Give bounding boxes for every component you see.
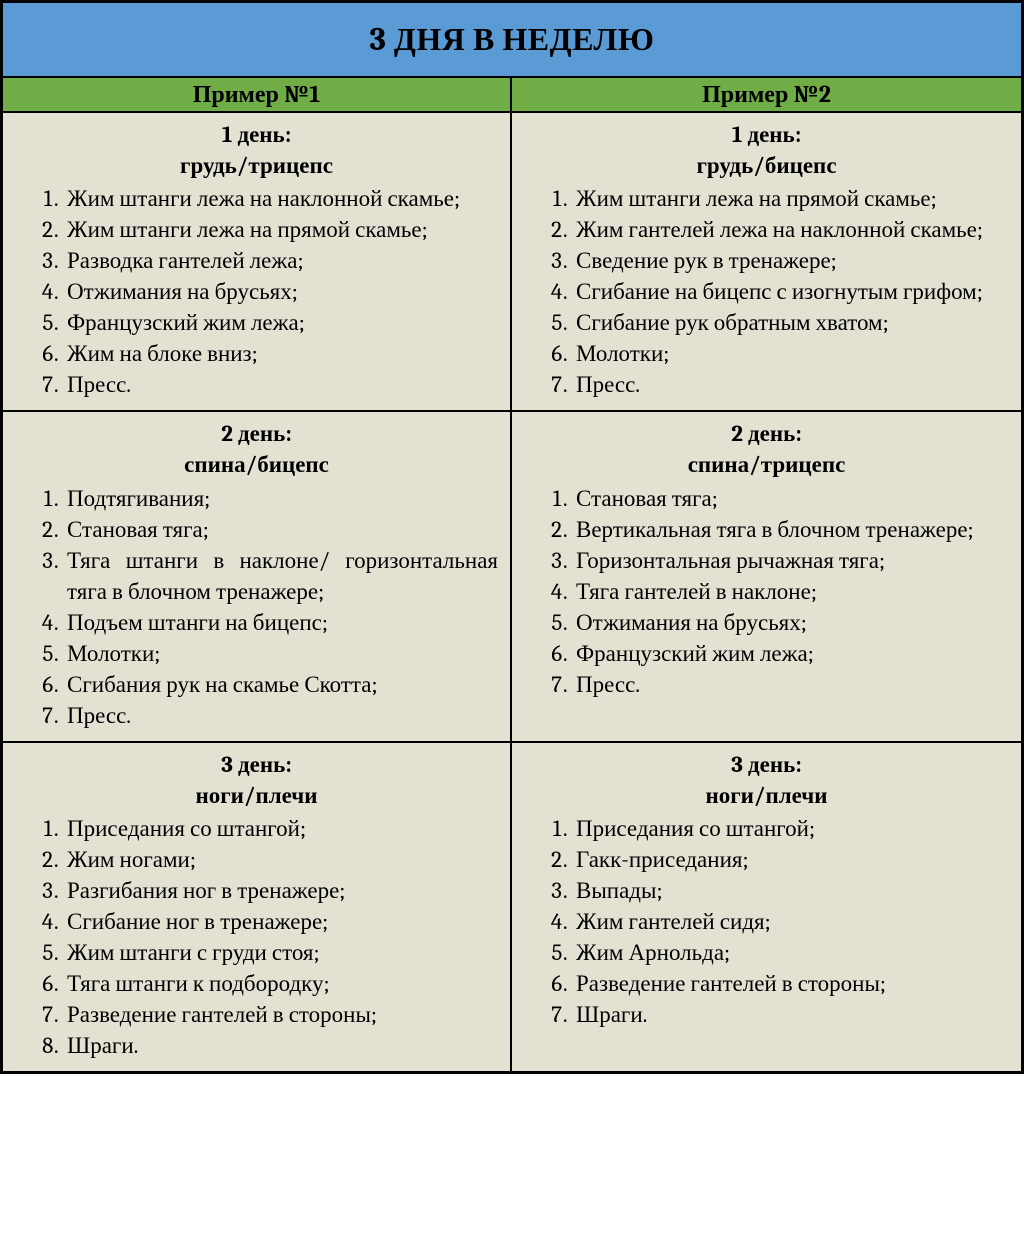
exercise-list: Становая тяга;Вертикальная тяга в блочно… xyxy=(524,483,1009,700)
day-subtitle: ноги/плечи xyxy=(524,780,1009,811)
day-subtitle: грудь/бицепс xyxy=(524,150,1009,181)
column-header-1: Пример №1 xyxy=(3,78,512,111)
list-item: Горизонтальная рычажная тяга; xyxy=(572,545,1009,576)
list-item: Отжимания на брусьях; xyxy=(572,607,1009,638)
list-item: Сгибание ног в тренажере; xyxy=(63,906,498,937)
table-row: 3 день:ноги/плечиПриседания со штангой;Ж… xyxy=(3,743,1021,1071)
title-bar: 3 ДНЯ В НЕДЕЛЮ xyxy=(3,3,1021,78)
list-item: Молотки; xyxy=(572,338,1009,369)
day-title: 2 день: xyxy=(15,418,498,449)
list-item: Сведение рук в тренажере; xyxy=(572,245,1009,276)
day-heading: 3 день:ноги/плечи xyxy=(15,749,498,811)
day-subtitle: ноги/плечи xyxy=(15,780,498,811)
list-item: Подтягивания; xyxy=(63,483,498,514)
day-subtitle: спина/трицепс xyxy=(524,449,1009,480)
day-heading: 1 день:грудь/трицепс xyxy=(15,119,498,181)
exercise-list: Жим штанги лежа на прямой скамье;Жим ган… xyxy=(524,183,1009,400)
list-item: Французский жим лежа; xyxy=(572,638,1009,669)
day-title: 3 день: xyxy=(524,749,1009,780)
column-header-2: Пример №2 xyxy=(512,78,1021,111)
list-item: Отжимания на брусьях; xyxy=(63,276,498,307)
list-item: Жим на блоке вниз; xyxy=(63,338,498,369)
day-title: 2 день: xyxy=(524,418,1009,449)
list-item: Разведение гантелей в стороны; xyxy=(63,999,498,1030)
list-item: Пресс. xyxy=(63,369,498,400)
list-item: Пресс. xyxy=(572,669,1009,700)
workout-table: 3 ДНЯ В НЕДЕЛЮ Пример №1 Пример №2 1 ден… xyxy=(0,0,1024,1074)
list-item: Становая тяга; xyxy=(63,514,498,545)
day-subtitle: грудь/трицепс xyxy=(15,150,498,181)
day-heading: 1 день:грудь/бицепс xyxy=(524,119,1009,181)
list-item: Приседания со штангой; xyxy=(572,813,1009,844)
list-item: Становая тяга; xyxy=(572,483,1009,514)
list-item: Разведение гантелей в стороны; xyxy=(572,968,1009,999)
exercise-list: Приседания со штангой;Гакк-приседания;Вы… xyxy=(524,813,1009,1030)
table-cell: 3 день:ноги/плечиПриседания со штангой;Г… xyxy=(512,743,1021,1071)
list-item: Жим ногами; xyxy=(63,844,498,875)
column-header-2-text: Пример №2 xyxy=(702,80,831,108)
list-item: Жим гантелей лежа на наклонной скамье; xyxy=(572,214,1009,245)
page-title: 3 ДНЯ В НЕДЕЛЮ xyxy=(370,21,655,58)
table-cell: 3 день:ноги/плечиПриседания со штангой;Ж… xyxy=(3,743,512,1071)
list-item: Шраги. xyxy=(63,1030,498,1061)
table-cell: 1 день:грудь/бицепсЖим штанги лежа на пр… xyxy=(512,113,1021,410)
table-cell: 2 день:спина/трицепсСтановая тяга;Вертик… xyxy=(512,412,1021,740)
day-heading: 2 день:спина/бицепс xyxy=(15,418,498,480)
list-item: Сгибания рук на скамье Скотта; xyxy=(63,669,498,700)
table-body: 1 день:грудь/трицепсЖим штанги лежа на н… xyxy=(3,113,1021,1071)
list-item: Шраги. xyxy=(572,999,1009,1030)
list-item: Жим штанги с груди стоя; xyxy=(63,937,498,968)
day-heading: 2 день:спина/трицепс xyxy=(524,418,1009,480)
exercise-list: Жим штанги лежа на наклонной скамье;Жим … xyxy=(15,183,498,400)
day-title: 3 день: xyxy=(15,749,498,780)
list-item: Молотки; xyxy=(63,638,498,669)
list-item: Жим штанги лежа на наклонной скамье; xyxy=(63,183,498,214)
table-cell: 2 день:спина/бицепсПодтягивания;Становая… xyxy=(3,412,512,740)
list-item: Выпады; xyxy=(572,875,1009,906)
column-header-1-text: Пример №1 xyxy=(193,80,321,108)
day-title: 1 день: xyxy=(524,119,1009,150)
list-item: Жим штанги лежа на прямой скамье; xyxy=(572,183,1009,214)
column-headers-row: Пример №1 Пример №2 xyxy=(3,78,1021,113)
list-item: Жим Арнольда; xyxy=(572,937,1009,968)
list-item: Вертикальная тяга в блочном тренажере; xyxy=(572,514,1009,545)
list-item: Подъем штанги на бицепс; xyxy=(63,607,498,638)
list-item: Приседания со штангой; xyxy=(63,813,498,844)
list-item: Тяга гантелей в наклоне; xyxy=(572,576,1009,607)
list-item: Сгибание рук обратным хватом; xyxy=(572,307,1009,338)
list-item: Жим гантелей сидя; xyxy=(572,906,1009,937)
list-item: Тяга штанги в наклоне/ горизонтальная тя… xyxy=(63,545,498,607)
list-item: Разгибания ног в тренажере; xyxy=(63,875,498,906)
list-item: Французский жим лежа; xyxy=(63,307,498,338)
day-subtitle: спина/бицепс xyxy=(15,449,498,480)
list-item: Пресс. xyxy=(572,369,1009,400)
list-item: Разводка гантелей лежа; xyxy=(63,245,498,276)
table-cell: 1 день:грудь/трицепсЖим штанги лежа на н… xyxy=(3,113,512,410)
list-item: Гакк-приседания; xyxy=(572,844,1009,875)
exercise-list: Приседания со штангой;Жим ногами;Разгиба… xyxy=(15,813,498,1061)
table-row: 2 день:спина/бицепсПодтягивания;Становая… xyxy=(3,412,1021,742)
list-item: Жим штанги лежа на прямой скамье; xyxy=(63,214,498,245)
list-item: Тяга штанги к подбородку; xyxy=(63,968,498,999)
list-item: Сгибание на бицепс с изогнутым грифом; xyxy=(572,276,1009,307)
day-heading: 3 день:ноги/плечи xyxy=(524,749,1009,811)
exercise-list: Подтягивания;Становая тяга;Тяга штанги в… xyxy=(15,483,498,731)
table-row: 1 день:грудь/трицепсЖим штанги лежа на н… xyxy=(3,113,1021,412)
list-item: Пресс. xyxy=(63,700,498,731)
day-title: 1 день: xyxy=(15,119,498,150)
